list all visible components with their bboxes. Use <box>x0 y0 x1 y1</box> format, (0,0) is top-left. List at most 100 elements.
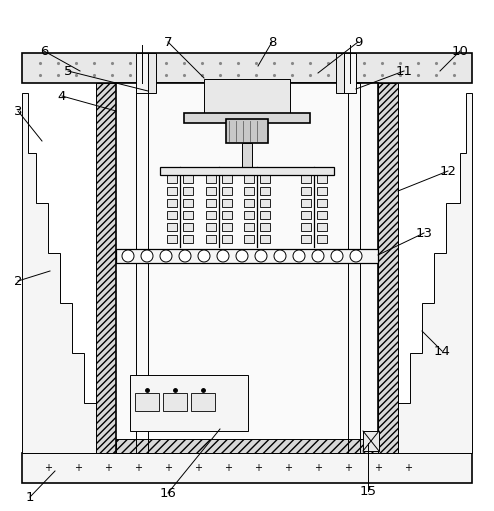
Bar <box>242 143 252 167</box>
Bar <box>206 175 216 183</box>
Text: 11: 11 <box>396 64 412 78</box>
Bar <box>222 223 232 231</box>
Circle shape <box>274 250 286 262</box>
Text: 1: 1 <box>26 491 34 503</box>
Bar <box>167 235 177 243</box>
Bar <box>183 199 193 207</box>
Bar <box>260 223 270 231</box>
Bar <box>244 175 254 183</box>
Bar <box>301 235 311 243</box>
Circle shape <box>122 250 134 262</box>
Circle shape <box>141 250 153 262</box>
Bar <box>344 53 356 93</box>
Bar <box>336 53 344 93</box>
Bar <box>301 199 311 207</box>
Text: 3: 3 <box>14 105 22 118</box>
Text: 16: 16 <box>160 486 176 499</box>
Text: +: + <box>194 463 202 473</box>
Text: 4: 4 <box>58 89 66 103</box>
Circle shape <box>198 250 210 262</box>
Bar <box>206 187 216 195</box>
Text: +: + <box>314 463 322 473</box>
Bar <box>130 375 248 431</box>
Bar <box>301 223 311 231</box>
Bar <box>260 175 270 183</box>
Polygon shape <box>398 93 472 453</box>
Bar <box>301 175 311 183</box>
Bar <box>260 187 270 195</box>
Bar <box>244 187 254 195</box>
Bar <box>183 175 193 183</box>
Text: 6: 6 <box>40 44 48 58</box>
Circle shape <box>331 250 343 262</box>
Text: +: + <box>74 463 82 473</box>
Text: +: + <box>104 463 112 473</box>
Circle shape <box>350 250 362 262</box>
Bar <box>317 187 327 195</box>
Text: 13: 13 <box>415 226 433 240</box>
Bar <box>363 431 379 451</box>
Text: +: + <box>224 463 232 473</box>
Bar <box>222 235 232 243</box>
Bar <box>206 223 216 231</box>
Bar <box>260 199 270 207</box>
Bar <box>244 211 254 219</box>
Bar <box>317 223 327 231</box>
Circle shape <box>179 250 191 262</box>
Bar <box>116 249 378 263</box>
Bar <box>148 53 156 93</box>
Bar <box>301 211 311 219</box>
Bar <box>191 393 215 411</box>
Text: 7: 7 <box>164 35 172 49</box>
Text: 2: 2 <box>14 274 22 288</box>
Text: 8: 8 <box>268 35 276 49</box>
Bar <box>244 199 254 207</box>
Polygon shape <box>22 93 96 453</box>
Circle shape <box>293 250 305 262</box>
Bar <box>116 83 378 453</box>
Bar <box>204 79 290 115</box>
Bar <box>183 223 193 231</box>
Bar <box>226 119 268 143</box>
Text: +: + <box>344 463 352 473</box>
Bar <box>183 211 193 219</box>
Circle shape <box>255 250 267 262</box>
Text: 15: 15 <box>360 484 376 498</box>
Text: +: + <box>44 463 52 473</box>
Text: 12: 12 <box>440 165 456 177</box>
Bar <box>167 211 177 219</box>
Text: +: + <box>404 463 412 473</box>
Bar <box>96 83 116 453</box>
Bar <box>183 187 193 195</box>
Text: +: + <box>284 463 292 473</box>
Text: +: + <box>134 463 142 473</box>
Text: +: + <box>254 463 262 473</box>
Bar <box>135 393 159 411</box>
Bar <box>136 83 148 453</box>
Bar <box>317 235 327 243</box>
Bar <box>378 83 398 453</box>
Bar <box>22 53 472 83</box>
Bar <box>136 53 148 93</box>
Bar <box>348 83 360 453</box>
Bar <box>184 113 310 123</box>
Bar <box>317 175 327 183</box>
Bar <box>206 235 216 243</box>
Text: 10: 10 <box>452 44 468 58</box>
Text: +: + <box>164 463 172 473</box>
Text: +: + <box>374 463 382 473</box>
Bar <box>244 223 254 231</box>
Bar <box>167 199 177 207</box>
Circle shape <box>160 250 172 262</box>
Bar <box>222 175 232 183</box>
Bar <box>317 199 327 207</box>
Bar <box>116 439 378 453</box>
Bar <box>244 235 254 243</box>
Bar <box>301 187 311 195</box>
Bar <box>222 187 232 195</box>
Circle shape <box>312 250 324 262</box>
Text: 9: 9 <box>354 35 362 49</box>
Bar <box>206 211 216 219</box>
Text: 5: 5 <box>64 64 72 78</box>
Circle shape <box>217 250 229 262</box>
